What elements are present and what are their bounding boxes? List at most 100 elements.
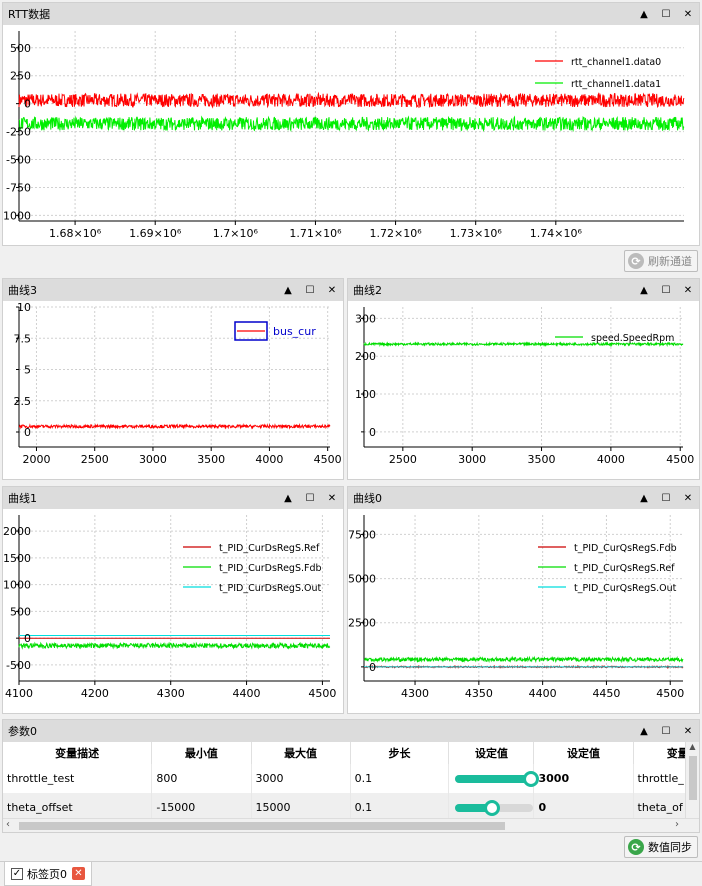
close-icon[interactable]: ✕ (327, 492, 337, 504)
series-line (19, 422, 331, 430)
y-tick-label: 1000 (3, 579, 31, 592)
maximize-icon[interactable]: ☐ (661, 725, 671, 737)
param-step[interactable]: 0.1 (350, 764, 450, 793)
collapse-icon[interactable]: ▲ (640, 492, 648, 504)
table-row[interactable]: throttle_test 800 3000 0.1 3000 throttle… (3, 764, 685, 793)
x-tick-label: 1.72×10⁶ (370, 227, 423, 240)
column-header[interactable]: 最大值 (251, 742, 351, 764)
y-tick-label: 5000 (348, 573, 376, 586)
y-tick-label: 500 (10, 605, 31, 618)
series-line (18, 641, 331, 650)
slider-handle[interactable] (484, 799, 501, 816)
refresh-channels-button[interactable]: ⟳ 刷新通道 (624, 250, 698, 272)
param-slider[interactable] (455, 799, 534, 816)
param-max[interactable]: 15000 (251, 793, 351, 818)
x-tick-label: 1.74×10⁶ (530, 227, 583, 240)
rtt-panel-titlebar: RTT数据 ▲ ☐ ✕ (3, 3, 699, 25)
collapse-icon[interactable]: ▲ (640, 8, 648, 20)
table-row[interactable]: theta_offset -15000 15000 0.1 0 theta_of (3, 793, 685, 818)
x-tick-label: 4500 (308, 687, 336, 700)
column-header[interactable]: 变量 (633, 742, 685, 764)
column-header[interactable]: 设定值 (448, 742, 535, 764)
maximize-icon[interactable]: ☐ (661, 284, 671, 296)
checkbox-icon[interactable]: ✓ (11, 867, 23, 880)
param-step[interactable]: 0.1 (350, 793, 450, 818)
series-line (363, 341, 684, 348)
param-value[interactable]: 3000 (533, 764, 634, 793)
close-icon[interactable]: ✕ (327, 284, 337, 296)
x-tick-label: 4450 (592, 687, 620, 700)
legend-swatch (234, 321, 268, 341)
curve3-chart[interactable]: 2000 2500 3000 3500 4000 4500 10 7.5 5 2.5 0 bus_cu… (3, 301, 343, 479)
curve1-chart[interactable]: 4100 4200 4300 4400 4500 2000 1500 1000 500 0 -500… (3, 509, 343, 713)
params-panel-titlebar: 参数0 ▲ ☐ ✕ (3, 720, 699, 742)
params-header-row: 变量描述 最小值 最大值 步长 设定值 设定值 变量 (3, 742, 685, 764)
param-slider-cell (448, 793, 535, 818)
y-tick-label: 2500 (348, 617, 376, 630)
y-tick-label: 5 (24, 364, 31, 377)
x-tick-label: 4400 (529, 687, 557, 700)
vertical-scroll-thumb[interactable] (689, 756, 697, 800)
maximize-icon[interactable]: ☐ (305, 284, 315, 296)
param-slider-cell (448, 764, 540, 793)
close-icon[interactable]: ✕ (683, 725, 693, 737)
column-header[interactable]: 变量描述 (3, 742, 153, 764)
sync-values-button[interactable]: ⟳ 数值同步 (624, 836, 698, 858)
x-tick-label: 4200 (81, 687, 109, 700)
scroll-right-icon[interactable]: › (675, 819, 679, 830)
y-tick-label: 2.5 (14, 395, 32, 408)
param-max[interactable]: 3000 (251, 764, 351, 793)
x-tick-label: 4300 (401, 687, 429, 700)
curve3-panel-titlebar: 曲线3 ▲ ☐ ✕ (3, 279, 343, 301)
vertical-scrollbar[interactable]: ▲ (685, 742, 699, 818)
rtt-panel-title: RTT数据 (8, 8, 51, 21)
params-panel-title: 参数0 (8, 725, 37, 738)
param-name: throttle_test (3, 764, 153, 793)
curve3-panel-title: 曲线3 (8, 284, 37, 297)
collapse-icon[interactable]: ▲ (284, 492, 292, 504)
collapse-icon[interactable]: ▲ (640, 725, 648, 737)
param-value[interactable]: 0 (533, 793, 634, 818)
y-tick-label: 0 (369, 661, 376, 674)
param-var: throttle_ (633, 764, 685, 793)
rtt-chart[interactable]: 1.68×10⁶ 1.69×10⁶ 1.7×10⁶ 1.71×10⁶ 1.72×10⁶ 1… (3, 25, 699, 245)
collapse-icon[interactable]: ▲ (640, 284, 648, 296)
close-icon[interactable]: ✕ (683, 492, 693, 504)
scroll-up-icon[interactable]: ▲ (689, 742, 696, 751)
params-table: 变量描述 最小值 最大值 步长 设定值 设定值 变量 throttle_test… (3, 742, 685, 818)
tab-page0[interactable]: ✓ 标签页0 ✕ (4, 862, 92, 886)
collapse-icon[interactable]: ▲ (284, 284, 292, 296)
refresh-channels-label: 刷新通道 (648, 255, 692, 268)
y-tick-label: 0 (24, 98, 31, 111)
close-icon[interactable]: ✕ (683, 284, 693, 296)
x-tick-label: 3500 (528, 453, 556, 466)
slider-fill (455, 803, 495, 812)
column-header[interactable]: 步长 (350, 742, 450, 764)
param-slider[interactable] (455, 770, 540, 787)
x-tick-label: 1.7×10⁶ (213, 227, 259, 240)
curve1-panel-title: 曲线1 (8, 492, 37, 505)
params-panel: 参数0 ▲ ☐ ✕ 变量描述 最小值 最大值 步长 设定值 设定值 变量 thr… (2, 719, 700, 833)
series-line (363, 655, 684, 664)
curve2-chart[interactable]: 2500 3000 3500 4000 4500 300 200 100 0 speed.Spee… (348, 301, 699, 479)
x-tick-label: 4350 (465, 687, 493, 700)
param-name: theta_offset (3, 793, 153, 818)
x-tick-label: 1.73×10⁶ (450, 227, 503, 240)
slider-handle[interactable] (523, 770, 540, 787)
close-icon[interactable]: ✕ (683, 8, 693, 20)
maximize-icon[interactable]: ☐ (305, 492, 315, 504)
x-tick-label: 4000 (255, 453, 283, 466)
curve0-chart[interactable]: 4300 4350 4400 4450 4500 7500 5000 2500 0 t_PID_C… (348, 509, 699, 713)
horizontal-scrollbar[interactable]: ‹ › (3, 818, 699, 832)
param-min[interactable]: 800 (151, 764, 252, 793)
horizontal-scroll-thumb[interactable] (19, 822, 505, 830)
column-header[interactable]: 设定值 (533, 742, 634, 764)
column-header[interactable]: 最小值 (151, 742, 252, 764)
scroll-left-icon[interactable]: ‹ (6, 819, 10, 830)
maximize-icon[interactable]: ☐ (661, 492, 671, 504)
x-tick-label: 4000 (597, 453, 625, 466)
close-tab-icon[interactable]: ✕ (72, 867, 85, 880)
maximize-icon[interactable]: ☐ (661, 8, 671, 20)
param-min[interactable]: -15000 (151, 793, 252, 818)
curve2-panel-titlebar: 曲线2 ▲ ☐ ✕ (348, 279, 699, 301)
